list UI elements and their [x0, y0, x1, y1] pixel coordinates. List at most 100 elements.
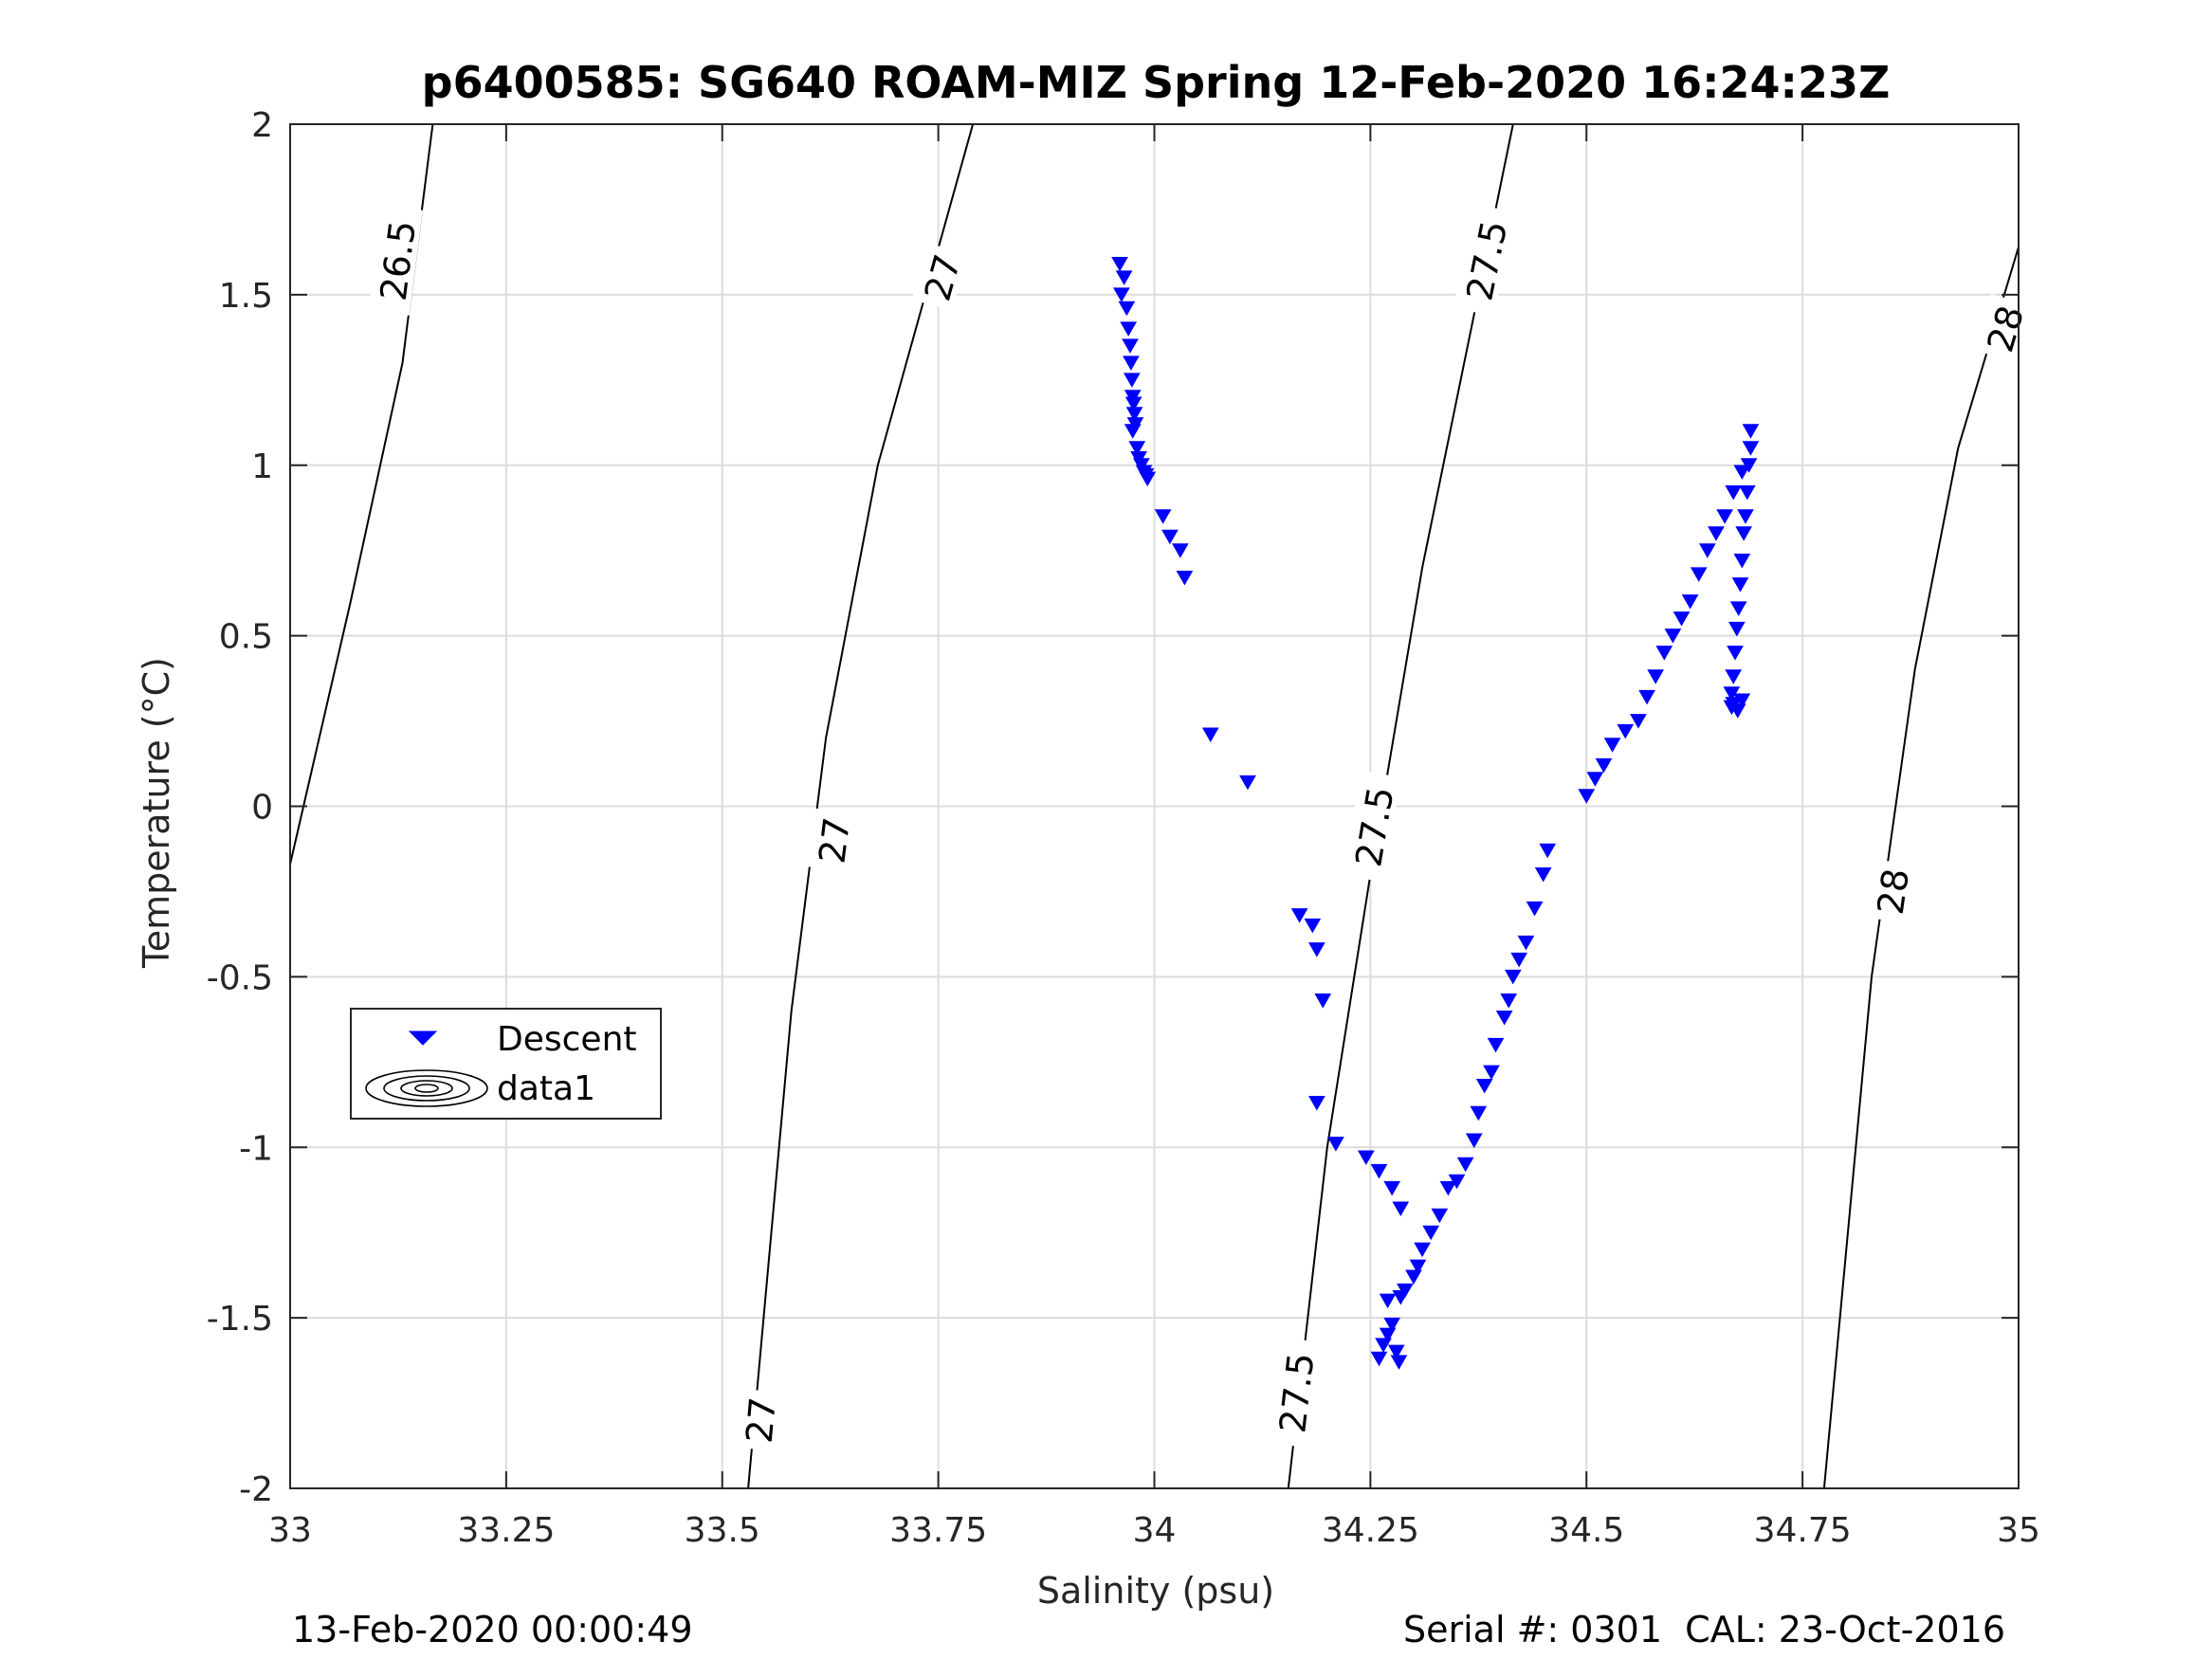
descent-point — [1122, 338, 1139, 354]
contour-label-background — [1342, 770, 1401, 883]
footer-timestamp: 13-Feb-2020 00:00:49 — [292, 1609, 693, 1650]
descent-point — [1729, 601, 1747, 616]
descent-point — [1118, 301, 1136, 317]
descent-point — [1387, 1344, 1405, 1360]
descent-point — [1487, 1037, 1505, 1053]
descent-point — [1327, 1137, 1344, 1152]
descent-point — [1664, 629, 1682, 644]
descent-point — [1510, 952, 1528, 968]
contour-line — [1822, 246, 2020, 1489]
descent-point — [1161, 529, 1179, 545]
contour-label-background — [1267, 1337, 1322, 1449]
contour-label-background — [1453, 204, 1516, 317]
descent-point — [1681, 594, 1699, 610]
x-tick-label: 34.25 — [1322, 1511, 1419, 1550]
descent-point — [1483, 1065, 1500, 1081]
descent-point — [1123, 373, 1141, 388]
y-tick-label: 2 — [251, 106, 273, 145]
descent-point — [1690, 567, 1708, 582]
contour-line — [747, 123, 975, 1489]
descent-point — [1124, 396, 1143, 412]
y-tick-label: -1 — [239, 1129, 273, 1168]
descent-point — [1431, 1208, 1449, 1224]
descent-point — [1176, 570, 1194, 586]
descent-point — [1139, 471, 1157, 487]
descent-point — [1123, 356, 1140, 371]
y-tick-label: -2 — [239, 1470, 273, 1509]
descent-point — [1383, 1317, 1401, 1333]
descent-point — [1617, 723, 1635, 739]
descent-point — [1171, 543, 1189, 558]
descent-point — [1307, 1095, 1325, 1111]
x-tick-label: 33.5 — [685, 1511, 760, 1550]
descent-point — [1392, 1201, 1410, 1217]
descent-point — [1595, 757, 1613, 774]
descent-point — [1526, 901, 1544, 917]
contour-label-background — [1974, 293, 2032, 363]
descent-point — [1725, 669, 1743, 684]
y-tick-label: 0 — [251, 789, 273, 828]
descent-point — [1304, 918, 1322, 934]
descent-point — [1290, 908, 1308, 923]
chart-title: p6400585: SG640 ROAM-MIZ Spring 12-Feb-2… — [422, 57, 1891, 108]
contour-label: 27 — [739, 1395, 784, 1445]
legend: Descent data1 — [350, 1008, 662, 1120]
legend-label-descent: Descent — [497, 1020, 637, 1059]
descent-point — [1630, 714, 1647, 729]
descent-point — [1383, 1180, 1401, 1196]
descent-point — [1504, 969, 1522, 985]
descent-point — [1448, 1174, 1466, 1190]
descent-point — [1379, 1327, 1397, 1343]
contour-label-background — [735, 1388, 782, 1451]
descent-point — [1673, 611, 1691, 627]
x-axis-label: Salinity (psu) — [1037, 1570, 1274, 1612]
descent-point — [1534, 866, 1552, 883]
descent-point — [1154, 509, 1172, 524]
descent-point — [1128, 441, 1146, 456]
x-tick-label: 34.75 — [1754, 1511, 1852, 1550]
descent-point — [1500, 994, 1518, 1009]
descent-point — [1314, 994, 1332, 1009]
descent-point — [1728, 703, 1746, 719]
descent-point — [1111, 256, 1128, 272]
contour-label: 26.5 — [373, 218, 424, 302]
x-tick-label: 34.5 — [1548, 1511, 1624, 1550]
contour-label: 28 — [1870, 866, 1917, 917]
descent-point — [1390, 1355, 1408, 1370]
legend-label-data1: data1 — [497, 1069, 595, 1108]
descent-point — [1414, 1242, 1431, 1258]
descent-point — [1370, 1163, 1388, 1179]
descent-point — [1740, 458, 1758, 473]
y-tick-label: -0.5 — [207, 958, 273, 997]
descent-point — [1239, 775, 1256, 791]
descent-point — [1409, 1259, 1427, 1275]
descent-point — [1655, 646, 1673, 661]
descent-point — [1465, 1133, 1483, 1149]
descent-point — [1698, 543, 1716, 558]
descent-point — [1115, 270, 1133, 285]
y-axis-label: Temperature (°C) — [136, 657, 177, 969]
descent-point — [1307, 942, 1325, 957]
descent-point — [1422, 1225, 1440, 1241]
descent-point — [1731, 577, 1749, 592]
descent-point — [1120, 321, 1138, 337]
descent-point — [1124, 424, 1142, 439]
legend-box — [350, 1008, 662, 1120]
x-tick-label: 34 — [1133, 1511, 1177, 1550]
x-tick-label: 33 — [268, 1511, 312, 1550]
descent-point — [1742, 424, 1760, 439]
contour-label: 27 — [811, 815, 858, 866]
legend-descent-marker — [408, 1030, 438, 1046]
descent-point — [1725, 485, 1743, 501]
legend-contour-icon — [365, 1069, 488, 1107]
contour-label-background — [1865, 859, 1915, 923]
descent-point — [1357, 1150, 1375, 1166]
descent-point — [1370, 1351, 1388, 1367]
descent-point — [1456, 1157, 1474, 1173]
descent-point — [1638, 689, 1655, 705]
descent-point — [1647, 669, 1665, 684]
descent-point — [1495, 1011, 1513, 1026]
y-axis-ticks: -2 -1.5 -1 -0.5 0 0.5 1 1.5 2 — [207, 106, 2019, 1509]
